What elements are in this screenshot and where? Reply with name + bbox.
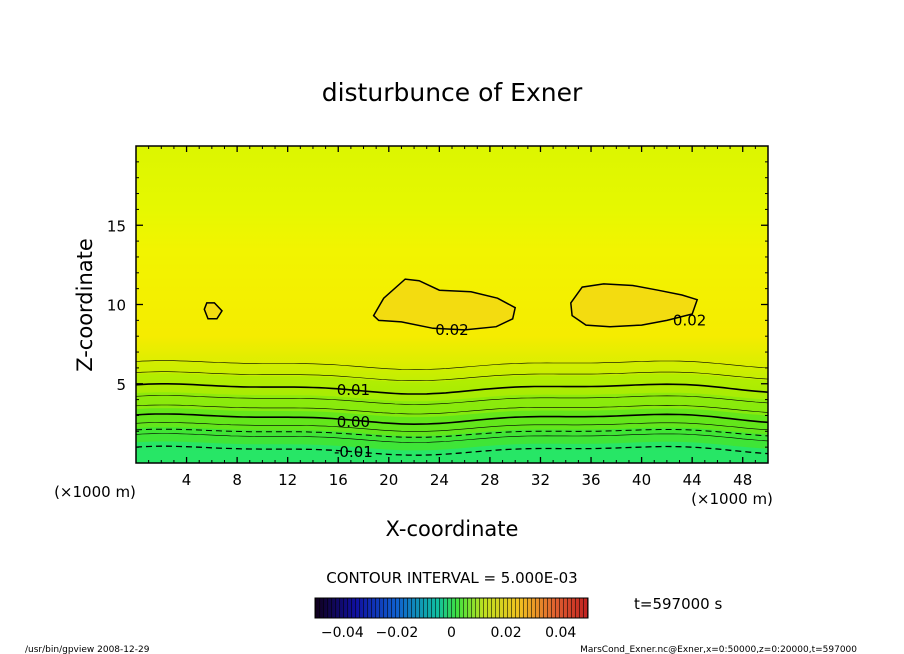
colorbar-label: −0.04 xyxy=(321,625,364,641)
contour-line-thin xyxy=(135,360,769,370)
chart-title: disturbunce of Exner xyxy=(322,78,583,107)
y-tick-label: 10 xyxy=(107,297,126,315)
x-tick-label: 40 xyxy=(632,471,651,489)
x-tick-label: 4 xyxy=(182,471,192,489)
contour-line-0.01 xyxy=(135,383,769,395)
x-tick-label: 12 xyxy=(278,471,297,489)
contour-labels: 0.02 0.02 0.01 0.00 -0.01 xyxy=(334,311,706,461)
shading-layer xyxy=(136,360,768,463)
contour-line-neg xyxy=(135,428,769,438)
y-tick-label: 15 xyxy=(107,217,126,235)
colorbar-label: 0.04 xyxy=(545,625,576,641)
x-tick-label: 36 xyxy=(581,471,600,489)
contour-line-0.02 xyxy=(570,283,699,328)
contour-label: 0.02 xyxy=(435,321,468,339)
contour-line-0.00 xyxy=(135,413,769,426)
x-tick-label: 20 xyxy=(379,471,398,489)
x-axis-label: X-coordinate xyxy=(386,517,519,541)
x-tick-label: 28 xyxy=(480,471,499,489)
colorbar: −0.04 −0.02 0 0.02 0.04 xyxy=(314,597,589,641)
shade-band xyxy=(136,441,768,463)
contour-lines xyxy=(135,278,769,456)
colorbar-label: 0.02 xyxy=(491,625,522,641)
footer-left: /usr/bin/gpview 2008-12-29 xyxy=(25,645,150,654)
x-tick-label: 44 xyxy=(683,471,702,489)
contour-line-0.02 xyxy=(372,278,517,331)
contour-label: 0.02 xyxy=(673,311,706,329)
x-ticks: 4 8 12 16 20 24 28 32 36 40 44 48 xyxy=(148,146,756,489)
y-ticks: 5 10 15 xyxy=(107,161,768,448)
y-axis-label: Z-coordinate xyxy=(73,238,97,372)
contour-line-0.02 xyxy=(203,302,223,320)
x-tick-label: 8 xyxy=(232,471,242,489)
colorbar-label: 0 xyxy=(447,625,456,641)
contour-line-thin xyxy=(135,395,769,405)
x-tick-label: 24 xyxy=(430,471,449,489)
colorbar-labels: −0.04 −0.02 0 0.02 0.04 xyxy=(321,625,577,641)
x-tick-label: 16 xyxy=(329,471,348,489)
contour-label: 0.01 xyxy=(337,381,370,399)
x-unit-right: (×1000 m) xyxy=(691,490,773,508)
colorbar-stripe-overlay xyxy=(315,598,588,618)
contour-line-thin xyxy=(135,422,769,432)
contour-label: -0.01 xyxy=(334,443,373,461)
contour-line-thin xyxy=(135,371,769,381)
footer-right: MarsCond_Exner.nc@Exner,x=0:50000,z=0:20… xyxy=(580,645,857,654)
colorbar-label: −0.02 xyxy=(375,625,418,641)
contour-line-minus-0.01 xyxy=(135,445,769,456)
y-tick-label: 5 xyxy=(116,376,126,394)
x-tick-label: 32 xyxy=(531,471,550,489)
x-tick-label: 48 xyxy=(733,471,752,489)
time-label: t=597000 s xyxy=(634,595,722,613)
x-unit-left: (×1000 m) xyxy=(54,483,136,501)
contour-interval: CONTOUR INTERVAL = 5.000E-03 xyxy=(326,569,577,587)
plot-area: 0.020.020.010.00-0.01 4 8 12 16 20 24 28 32 36 40… xyxy=(107,145,769,489)
colorbar-frame xyxy=(314,597,589,619)
contour-line-thin xyxy=(135,433,769,443)
contour-line-thin xyxy=(135,404,769,415)
contour-label: 0.00 xyxy=(337,413,370,431)
